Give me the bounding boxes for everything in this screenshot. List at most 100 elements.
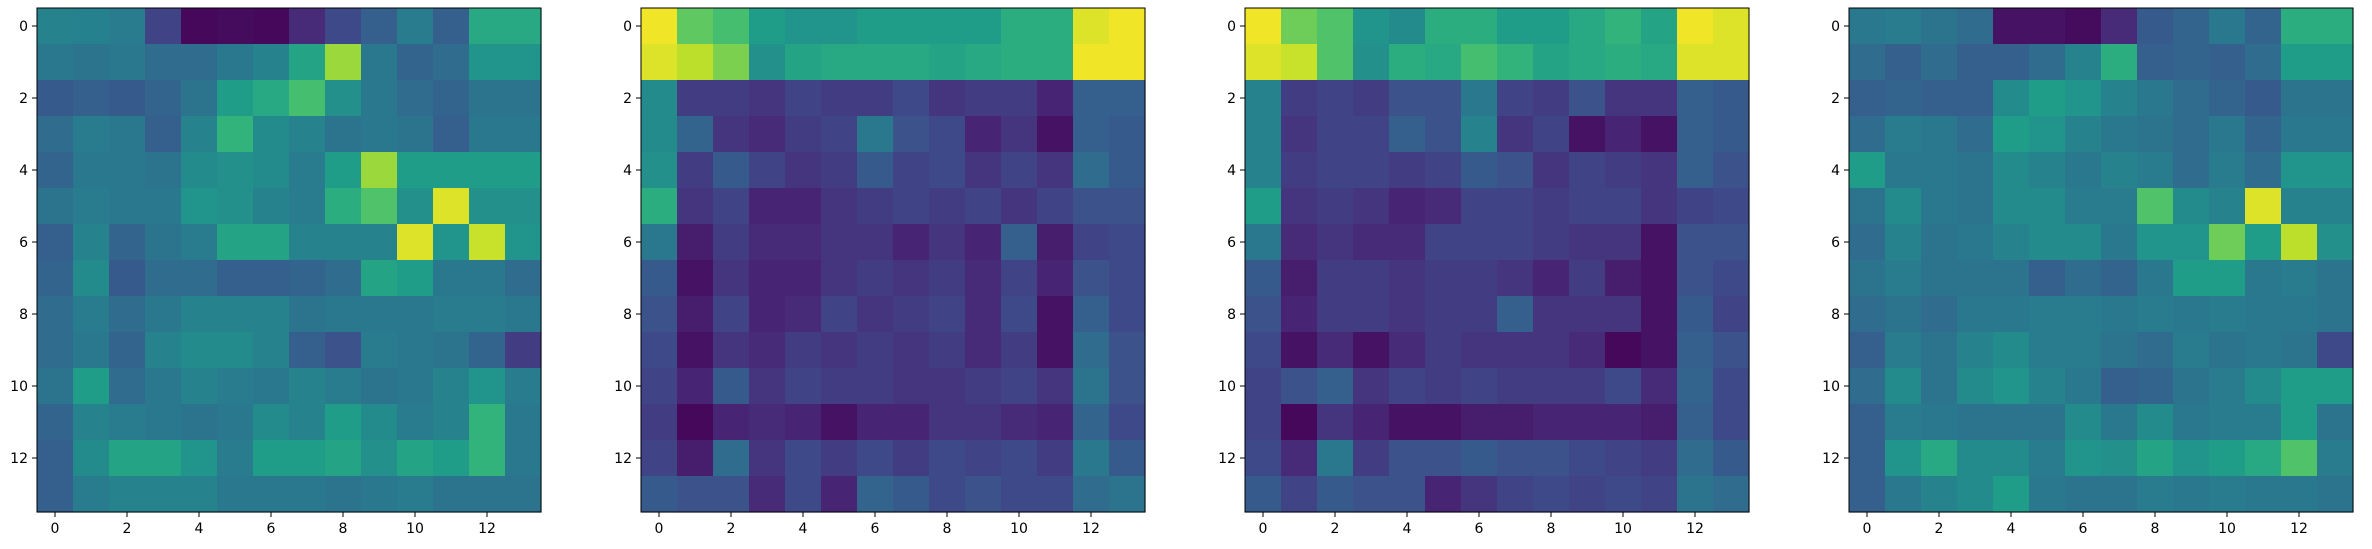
heatmap-cell (37, 476, 74, 513)
heatmap-cell (1109, 476, 1146, 513)
heatmap-cell (469, 296, 506, 333)
heatmap-cell (2209, 152, 2246, 189)
heatmap-cell (1713, 332, 1750, 369)
heatmap-cell (1849, 332, 1886, 369)
heatmap-cell (1713, 8, 1750, 45)
heatmap-cell (1641, 368, 1678, 405)
heatmap-cell (2209, 440, 2246, 477)
heatmap-cell (1957, 368, 1994, 405)
heatmap-cell (1497, 476, 1534, 513)
heatmap-cell (1353, 404, 1390, 441)
heatmap-cell (1109, 440, 1146, 477)
heatmap-cell (73, 44, 110, 81)
heatmap-cell (325, 296, 362, 333)
heatmap-cell (109, 404, 146, 441)
heatmap-cell (109, 368, 146, 405)
heatmap-cell (217, 152, 254, 189)
heatmap-cell (1281, 404, 1318, 441)
heatmap-cell (325, 188, 362, 225)
heatmap-cell (289, 404, 326, 441)
heatmap-cell (181, 188, 218, 225)
heatmap-cell (1533, 224, 1570, 261)
heatmap-cell (505, 116, 542, 153)
heatmap-cell (1317, 152, 1354, 189)
heatmap-cell (181, 476, 218, 513)
heatmap-cell (2281, 368, 2318, 405)
heatmap-cell (1317, 476, 1354, 513)
heatmap-cell (2173, 8, 2210, 45)
heatmap-cell (821, 116, 858, 153)
heatmap-cell (2209, 476, 2246, 513)
heatmap-cell (1849, 44, 1886, 81)
axes-frame (36, 7, 542, 513)
heatmap-cell (2173, 440, 2210, 477)
heatmap-cell (1001, 476, 1038, 513)
heatmap-cell (1993, 332, 2030, 369)
heatmap-cell (109, 332, 146, 369)
x-tick-label: 4 (2007, 521, 2016, 537)
heatmap-cell (289, 440, 326, 477)
x-tick-label: 8 (2151, 521, 2160, 537)
heatmap-cell (965, 440, 1002, 477)
heatmap-cell (1001, 44, 1038, 81)
heatmap-cell (1389, 368, 1426, 405)
heatmap-cell (965, 224, 1002, 261)
heatmap-cell (1533, 44, 1570, 81)
heatmap-cell (821, 80, 858, 117)
heatmap-cell (2101, 8, 2138, 45)
heatmap-cell (397, 224, 434, 261)
heatmap-cell (2245, 224, 2282, 261)
heatmap-cell (2065, 224, 2102, 261)
heatmap-cell (1037, 44, 1074, 81)
heatmap-cell (893, 152, 930, 189)
heatmap-cell (1389, 188, 1426, 225)
heatmap-cell (37, 440, 74, 477)
heatmap-cell (145, 44, 182, 81)
heatmap-cell (1461, 332, 1498, 369)
heatmap-cell (1109, 368, 1146, 405)
heatmap-cell (1993, 476, 2030, 513)
heatmap-cell (1353, 44, 1390, 81)
heatmap-cell (929, 296, 966, 333)
heatmap-cell (1281, 152, 1318, 189)
heatmap-cell (181, 260, 218, 297)
heatmap-cell (1109, 80, 1146, 117)
heatmap-cell (1281, 260, 1318, 297)
heatmap-cell (821, 260, 858, 297)
heatmap-cell (2281, 80, 2318, 117)
heatmap-cell (1389, 332, 1426, 369)
heatmap-cell (1245, 80, 1282, 117)
heatmap-cell (325, 332, 362, 369)
heatmap-cell (2029, 332, 2066, 369)
heatmap-cell (289, 80, 326, 117)
heatmap-cell (1317, 440, 1354, 477)
heatmap-cell (1317, 368, 1354, 405)
heatmap-cell (1957, 44, 1994, 81)
heatmap-cell (929, 404, 966, 441)
heatmap-cell (1281, 440, 1318, 477)
heatmap-cell (1037, 296, 1074, 333)
heatmap-cell (1849, 404, 1886, 441)
heatmap-cell (1389, 476, 1426, 513)
heatmap-cell (145, 260, 182, 297)
heatmap-cell (433, 260, 470, 297)
heatmap-cell (2281, 476, 2318, 513)
heatmap-cell (857, 80, 894, 117)
heatmap-cell (37, 368, 74, 405)
heatmap-cell (713, 404, 750, 441)
heatmap-cell (677, 332, 714, 369)
heatmap-cell (1993, 44, 2030, 81)
heatmap-cell (785, 368, 822, 405)
heatmap-cell (2209, 296, 2246, 333)
heatmap-cell (2029, 116, 2066, 153)
heatmap-panel-2: 0 2 4 6 8 10 12 0 2 4 6 8 10 12 (614, 7, 1146, 537)
heatmap-cell (2101, 332, 2138, 369)
heatmap-cell (929, 152, 966, 189)
heatmap-cell (469, 404, 506, 441)
heatmap-cell (1389, 44, 1426, 81)
heatmap-cell (1677, 404, 1714, 441)
x-tick-label: 0 (51, 521, 60, 537)
heatmap-cell (1641, 80, 1678, 117)
heatmap-cell (785, 224, 822, 261)
heatmap-cell (821, 8, 858, 45)
